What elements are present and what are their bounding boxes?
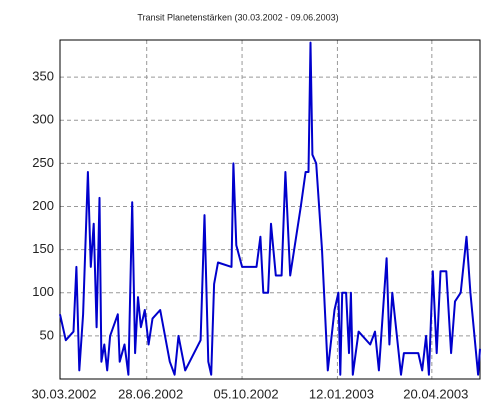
x-tick-label: 30.03.2002	[31, 386, 96, 401]
y-tick-label: 150	[32, 241, 54, 256]
y-tick-label: 100	[32, 284, 54, 299]
y-tick-label: 250	[32, 155, 54, 170]
x-tick-label: 05.10.2002	[214, 386, 279, 401]
plot-frame	[59, 39, 481, 380]
y-tick-label: 50	[40, 327, 54, 342]
y-tick-label: 350	[32, 69, 54, 84]
x-tick-label: 28.06.2002	[118, 386, 183, 401]
x-tick-label: 12.01.2003	[309, 386, 374, 401]
x-tick-label: 20.04.2003	[403, 386, 468, 401]
data-line	[59, 41, 481, 376]
chart-title: Transit Planetenstärken (30.03.2002 - 09…	[137, 12, 338, 22]
y-tick-label: 200	[32, 198, 54, 213]
y-tick-label: 300	[32, 112, 54, 127]
